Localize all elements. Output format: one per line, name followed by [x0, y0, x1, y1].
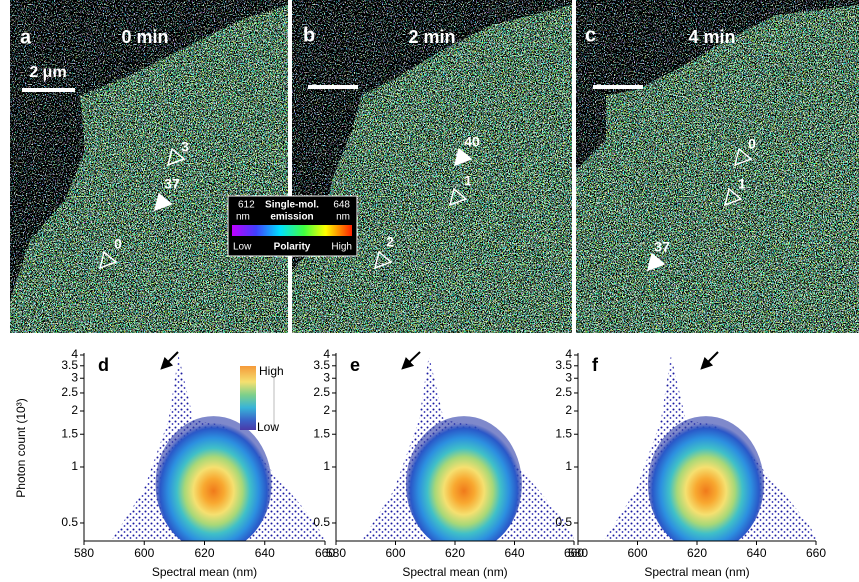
- legend-text: 612: [238, 200, 255, 211]
- y-tick-label: 1: [565, 459, 572, 473]
- annotation-label: 2: [386, 234, 394, 250]
- panel-label: f: [592, 355, 599, 375]
- y-axis-label: Photon count (10³): [14, 398, 28, 497]
- y-tick-label: 1.5: [61, 426, 78, 440]
- x-tick-label: 580: [326, 546, 346, 560]
- annotation-label: 0: [114, 236, 122, 252]
- y-tick-label: 4: [565, 347, 572, 361]
- panel-label: d: [98, 355, 109, 375]
- x-axis-label: Spectral mean (nm): [402, 565, 507, 579]
- colorbar-label: High: [259, 364, 284, 378]
- x-tick-label: 640: [255, 546, 275, 560]
- arrow: [162, 352, 178, 368]
- annotation-label: 37: [654, 239, 670, 255]
- time-label: 2 min: [408, 27, 455, 47]
- legend-text: emission: [270, 212, 313, 223]
- plot-content: [359, 355, 579, 552]
- image-panel: a 0 min 2 μm 3 37 0: [10, 0, 288, 333]
- y-tick-label: 4: [71, 347, 78, 361]
- x-tick-label: 580: [74, 546, 94, 560]
- time-label: 4 min: [688, 27, 735, 47]
- legend-text: Single-mol.: [265, 200, 319, 211]
- x-tick-label: 600: [134, 546, 154, 560]
- y-tick-label: 0.5: [313, 515, 330, 529]
- image-panel: c 4 min 0 1 37: [576, 0, 859, 333]
- colorbar-label: Low: [257, 420, 279, 434]
- density-core: [648, 416, 764, 552]
- legend-text: Low: [233, 242, 252, 253]
- x-tick-label: 600: [627, 546, 647, 560]
- y-tick-label: 2: [565, 403, 572, 417]
- annotation-label: 1: [464, 173, 472, 189]
- legend-text: nm: [236, 212, 250, 223]
- x-tick-label: 600: [385, 546, 405, 560]
- y-tick-label: 1.5: [313, 426, 330, 440]
- x-axis-label: Spectral mean (nm): [152, 565, 257, 579]
- y-tick-label: 3: [565, 370, 572, 384]
- x-tick-label: 580: [568, 546, 588, 560]
- x-tick-label: 620: [194, 546, 214, 560]
- y-tick-label: 2: [323, 403, 330, 417]
- plot-content: [109, 355, 329, 552]
- panel-label: b: [303, 24, 315, 46]
- y-tick-label: 1: [71, 459, 78, 473]
- x-tick-label: 640: [504, 546, 524, 560]
- colorbar: [240, 366, 256, 430]
- time-label: 0 min: [121, 27, 168, 47]
- image-panel: b 2 min 40 1 2: [292, 0, 572, 333]
- plot-content: [601, 355, 821, 552]
- y-tick-label: 1: [323, 459, 330, 473]
- legend-text: 648: [333, 200, 350, 211]
- y-tick-label: 3: [71, 370, 78, 384]
- annotation-label: 1: [738, 176, 746, 192]
- density-core: [156, 416, 272, 552]
- y-tick-label: 2: [71, 403, 78, 417]
- figure: a0 min2 μm3370b2 min4012c4 min0137612nmS…: [0, 0, 859, 582]
- x-tick-label: 640: [746, 546, 766, 560]
- panel-label: e: [350, 355, 360, 375]
- y-tick-label: 1.5: [555, 426, 572, 440]
- y-tick-label: 2.5: [313, 385, 330, 399]
- legend-text: High: [331, 242, 352, 253]
- annotation-label: 0: [748, 136, 756, 152]
- legend-gradient: [232, 225, 352, 236]
- annotation-label: 3: [181, 139, 189, 155]
- panel-label: a: [20, 26, 32, 48]
- y-tick-label: 2.5: [61, 385, 78, 399]
- y-tick-label: 0.5: [555, 515, 572, 529]
- annotation-label: 37: [164, 176, 180, 192]
- x-tick-label: 620: [445, 546, 465, 560]
- y-tick-label: 3: [323, 370, 330, 384]
- arrow: [403, 352, 420, 368]
- arrow: [702, 352, 718, 368]
- scale-bar-label: 2 μm: [29, 64, 66, 81]
- x-tick-label: 660: [806, 546, 826, 560]
- legend-text: Polarity: [274, 242, 311, 253]
- y-tick-label: 2.5: [555, 385, 572, 399]
- x-tick-label: 620: [687, 546, 707, 560]
- y-tick-label: 0.5: [61, 515, 78, 529]
- density-core: [406, 416, 522, 552]
- legend-text: nm: [336, 212, 350, 223]
- x-axis-label: Spectral mean (nm): [644, 565, 749, 579]
- panel-label: c: [585, 24, 596, 46]
- annotation-label: 40: [464, 134, 480, 150]
- y-tick-label: 4: [323, 347, 330, 361]
